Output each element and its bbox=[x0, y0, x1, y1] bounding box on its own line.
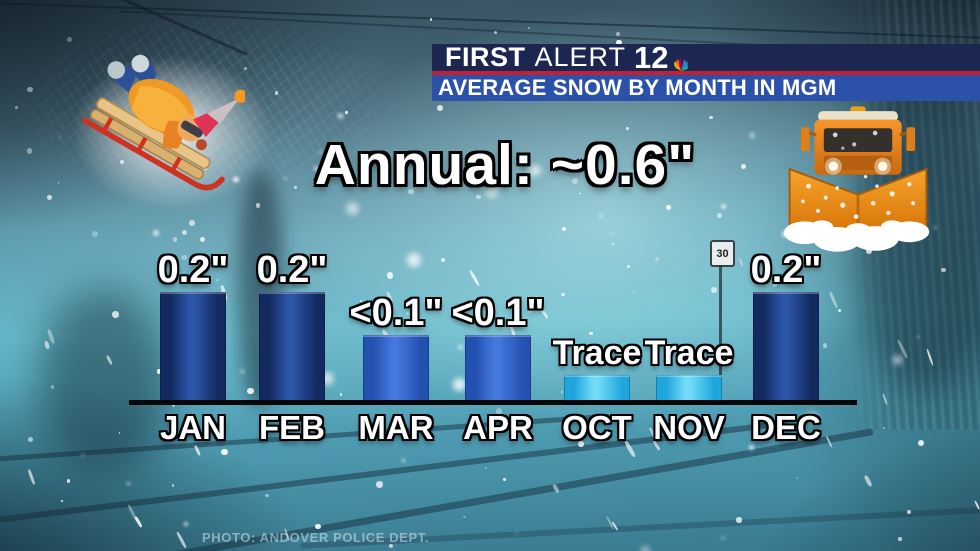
bar-group-mar: <0.1" bbox=[334, 294, 458, 405]
x-axis-line bbox=[129, 400, 857, 405]
month-label-dec: DEC bbox=[751, 409, 821, 446]
bar-feb bbox=[259, 292, 325, 405]
bar-group-dec: 0.2" bbox=[724, 251, 848, 405]
bar-mar bbox=[363, 335, 429, 405]
value-label-nov: Trace bbox=[644, 334, 734, 372]
brand-number: 12 bbox=[634, 39, 669, 75]
annual-total-label: Annual: ~0.6" bbox=[314, 133, 696, 197]
month-label-oct: OCT bbox=[562, 409, 632, 446]
bar-group-nov: Trace bbox=[627, 336, 751, 405]
month-label-jan: JAN bbox=[159, 409, 227, 446]
photo-credit: PHOTO: ANDOVER POLICE DEPT. bbox=[202, 530, 430, 545]
brand-first: FIRST bbox=[445, 42, 526, 72]
speed-limit-sign: 30 bbox=[710, 240, 735, 267]
bar-group-apr: <0.1" bbox=[436, 294, 560, 405]
month-label-apr: APR bbox=[463, 409, 533, 446]
brand-alert: ALERT bbox=[534, 42, 627, 72]
dark-foliage bbox=[40, 290, 170, 470]
bar-group-oct: Trace bbox=[535, 336, 659, 405]
value-label-dec: 0.2" bbox=[750, 249, 822, 291]
brand-bar: FIRST ALERT 12 bbox=[432, 40, 980, 75]
value-label-mar: <0.1" bbox=[349, 292, 443, 334]
sign-pole bbox=[719, 265, 722, 402]
value-label-oct: Trace bbox=[552, 334, 642, 372]
sled-icon bbox=[81, 54, 245, 191]
chart-title: AVERAGE SNOW BY MONTH IN MGM bbox=[432, 75, 980, 101]
value-label-jan: 0.2" bbox=[157, 249, 229, 291]
month-label-mar: MAR bbox=[358, 409, 434, 446]
snowplow-icon bbox=[783, 106, 930, 252]
bar-dec bbox=[753, 292, 819, 405]
bar-jan bbox=[160, 292, 226, 405]
month-label-feb: FEB bbox=[259, 409, 325, 446]
red-divider bbox=[432, 71, 980, 75]
value-label-apr: <0.1" bbox=[451, 292, 545, 334]
nbc-peacock-icon bbox=[673, 57, 688, 71]
month-label-nov: NOV bbox=[653, 409, 725, 446]
bar-apr bbox=[465, 335, 531, 405]
value-label-feb: 0.2" bbox=[256, 249, 328, 291]
header: FIRST ALERT 12 AVERAGE SNOW BY MONTH IN … bbox=[432, 40, 980, 101]
